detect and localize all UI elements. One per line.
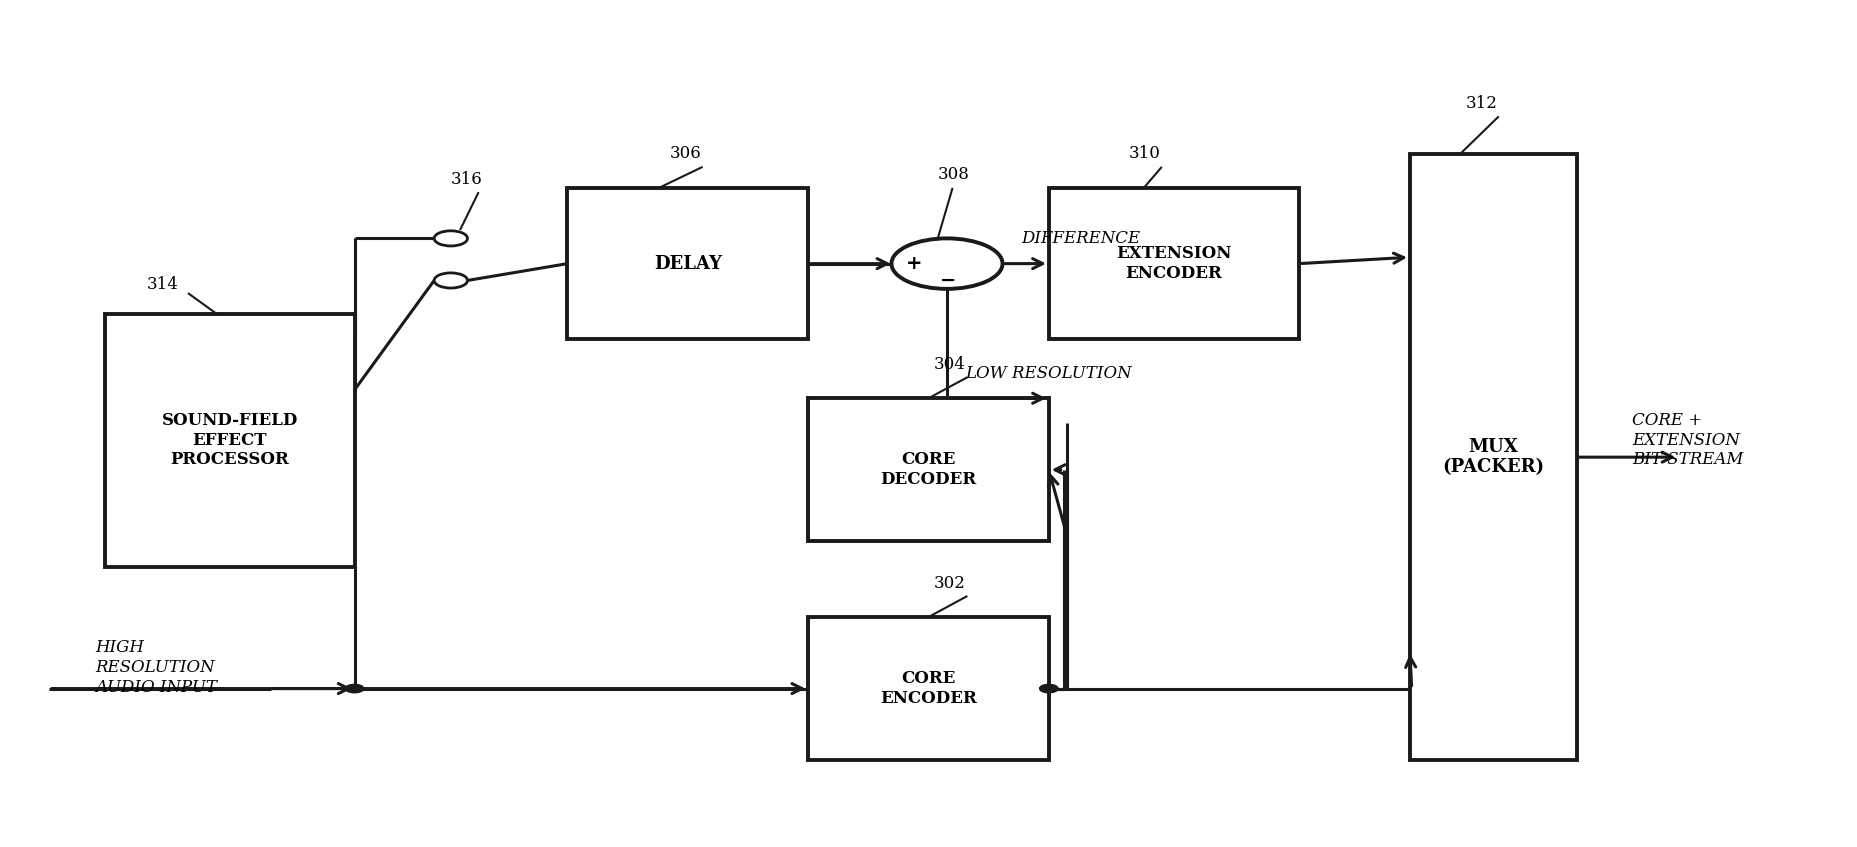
Text: CORE
ENCODER: CORE ENCODER	[880, 670, 977, 707]
Text: EXTENSION
ENCODER: EXTENSION ENCODER	[1116, 246, 1231, 282]
Bar	[1049, 188, 1298, 340]
Text: 310: 310	[1129, 146, 1161, 163]
Bar	[1409, 154, 1577, 760]
Text: DIFFERENCE: DIFFERENCE	[1021, 230, 1140, 246]
Text: +: +	[906, 253, 921, 273]
Text: 304: 304	[934, 356, 966, 373]
Circle shape	[435, 273, 468, 288]
Text: −: −	[940, 270, 956, 290]
Text: HIGH
RESOLUTION
AUDIO INPUT: HIGH RESOLUTION AUDIO INPUT	[95, 639, 217, 695]
Text: 316: 316	[451, 171, 483, 188]
Text: LOW RESOLUTION: LOW RESOLUTION	[966, 364, 1133, 381]
Text: CORE
DECODER: CORE DECODER	[880, 451, 977, 488]
Bar	[808, 398, 1049, 541]
Bar	[568, 188, 808, 340]
Text: MUX
(PACKER): MUX (PACKER)	[1443, 438, 1545, 477]
Circle shape	[1040, 684, 1058, 693]
Text: CORE +
EXTENSION
BIT STREAM: CORE + EXTENSION BIT STREAM	[1632, 412, 1744, 468]
Text: DELAY: DELAY	[654, 255, 722, 273]
Bar	[104, 314, 355, 567]
Text: 314: 314	[147, 276, 178, 293]
Circle shape	[891, 238, 1003, 289]
Text: 306: 306	[669, 146, 702, 163]
Bar	[808, 617, 1049, 760]
Text: 308: 308	[938, 167, 969, 184]
Text: 312: 312	[1465, 95, 1497, 112]
Circle shape	[435, 231, 468, 246]
Circle shape	[345, 684, 364, 693]
Text: 302: 302	[934, 574, 966, 591]
Text: SOUND-FIELD
EFFECT
PROCESSOR: SOUND-FIELD EFFECT PROCESSOR	[162, 412, 297, 468]
